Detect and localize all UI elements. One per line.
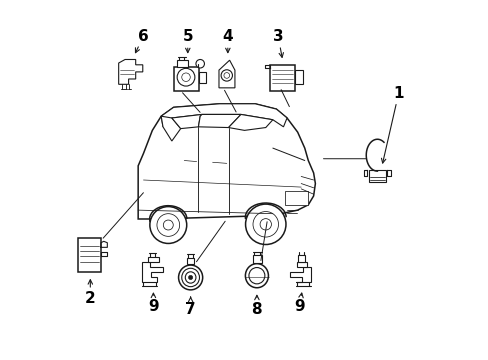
Text: 8: 8 — [251, 302, 262, 317]
Bar — [78, 238, 101, 272]
Polygon shape — [161, 116, 181, 141]
Bar — [177, 60, 187, 67]
Polygon shape — [119, 59, 142, 84]
Ellipse shape — [185, 272, 196, 283]
Circle shape — [177, 68, 195, 86]
Ellipse shape — [245, 264, 268, 288]
Bar — [270, 65, 295, 91]
Polygon shape — [289, 267, 310, 282]
Bar — [295, 70, 303, 84]
Circle shape — [182, 73, 190, 81]
Circle shape — [221, 70, 232, 81]
Circle shape — [196, 59, 204, 68]
Ellipse shape — [178, 265, 202, 290]
Text: 3: 3 — [272, 29, 283, 44]
Polygon shape — [171, 114, 202, 129]
Text: 9: 9 — [293, 300, 304, 314]
Polygon shape — [198, 114, 241, 127]
Bar — [297, 255, 305, 261]
Ellipse shape — [248, 267, 264, 284]
Polygon shape — [228, 114, 272, 130]
Circle shape — [245, 204, 285, 244]
Bar — [296, 261, 306, 267]
Text: 6: 6 — [138, 29, 148, 44]
Polygon shape — [142, 262, 163, 282]
Circle shape — [224, 73, 229, 78]
Circle shape — [188, 275, 192, 280]
Bar — [173, 67, 199, 91]
Circle shape — [260, 219, 271, 230]
Text: 1: 1 — [393, 86, 403, 101]
Bar — [148, 257, 159, 262]
Text: 2: 2 — [85, 291, 96, 306]
Text: 9: 9 — [148, 300, 159, 314]
Circle shape — [252, 212, 278, 237]
Circle shape — [163, 220, 173, 230]
Text: 4: 4 — [222, 29, 233, 44]
Circle shape — [157, 214, 179, 237]
Bar — [252, 255, 261, 263]
Polygon shape — [161, 104, 286, 127]
Polygon shape — [138, 104, 315, 219]
Text: 7: 7 — [185, 302, 196, 317]
Ellipse shape — [182, 268, 199, 287]
Polygon shape — [219, 60, 234, 88]
Bar — [285, 191, 307, 205]
Text: 5: 5 — [182, 29, 193, 44]
Bar — [187, 258, 194, 264]
Bar — [368, 170, 386, 182]
Circle shape — [149, 207, 186, 243]
Bar — [199, 72, 205, 82]
